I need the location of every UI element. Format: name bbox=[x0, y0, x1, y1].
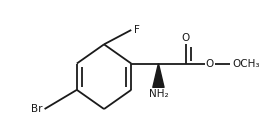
Text: O: O bbox=[181, 33, 190, 43]
Polygon shape bbox=[153, 64, 164, 88]
Text: O: O bbox=[206, 59, 214, 68]
Text: OCH₃: OCH₃ bbox=[232, 59, 259, 68]
Text: F: F bbox=[134, 25, 140, 35]
Text: Br: Br bbox=[31, 104, 42, 114]
Text: NH₂: NH₂ bbox=[149, 89, 168, 99]
